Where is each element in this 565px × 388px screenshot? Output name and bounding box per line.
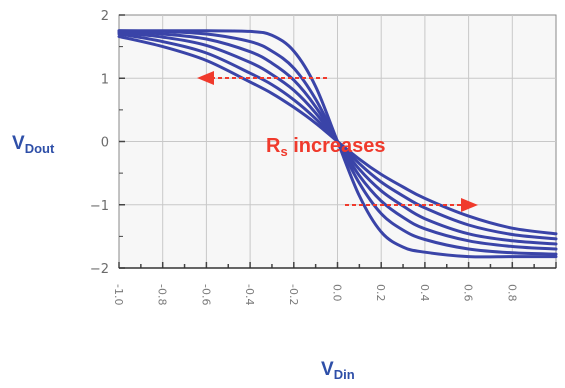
y-tick-label: −2	[90, 262, 109, 277]
annotation-sub: s	[280, 144, 287, 159]
y-axis-label-main: V	[12, 133, 25, 154]
x-tick-label: -0.6	[199, 284, 212, 305]
annotation-rs-increases: Rs increases	[266, 135, 386, 159]
annotation-arrow-left	[197, 71, 327, 85]
x-tick-label: 0.8	[505, 284, 518, 302]
x-tick-label: 0.6	[462, 284, 475, 302]
y-tick-labels: 2 1 0 −1 −2	[90, 9, 109, 277]
grid	[119, 15, 556, 268]
y-tick-label: 1	[101, 72, 109, 87]
y-axis-label: VDout	[12, 133, 55, 156]
y-tick-label: 0	[101, 136, 109, 151]
y-tick-label: −1	[90, 199, 109, 214]
y-tick-label: 2	[101, 9, 109, 24]
x-tick-label: -0.8	[156, 284, 169, 305]
x-tick-label: -0.4	[243, 284, 256, 305]
x-tick-label: 0.4	[418, 284, 431, 302]
annotation-arrow-right	[345, 198, 478, 212]
transfer-curves	[117, 29, 558, 259]
plot-frame	[118, 14, 557, 269]
x-axis-label-sub: Din	[334, 367, 355, 382]
x-tick-label: 0.2	[374, 284, 387, 302]
y-axis-label-sub: Dout	[25, 141, 55, 156]
x-tick-label: 0.0	[331, 284, 344, 302]
x-tick-label: -0.2	[287, 284, 300, 305]
x-tick-label: -1.0	[112, 284, 125, 305]
annotation-main: R	[266, 135, 281, 157]
transfer-curve-6	[117, 35, 558, 236]
x-tick-labels: -1.0 -0.8 -0.6 -0.4 -0.2 0.0 0.2 0.4 0.6 0.8	[112, 284, 518, 305]
x-axis-label-main: V	[321, 359, 334, 380]
annotation-rest: increases	[288, 135, 386, 157]
x-axis-label: VDin	[321, 359, 355, 382]
